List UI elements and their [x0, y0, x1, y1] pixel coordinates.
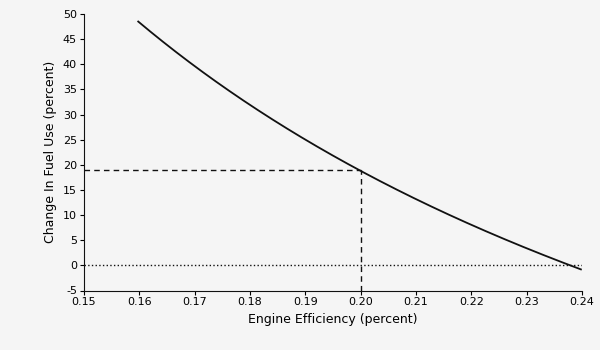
X-axis label: Engine Efficiency (percent): Engine Efficiency (percent) [248, 313, 418, 326]
Y-axis label: Change In Fuel Use (percent): Change In Fuel Use (percent) [44, 61, 58, 243]
